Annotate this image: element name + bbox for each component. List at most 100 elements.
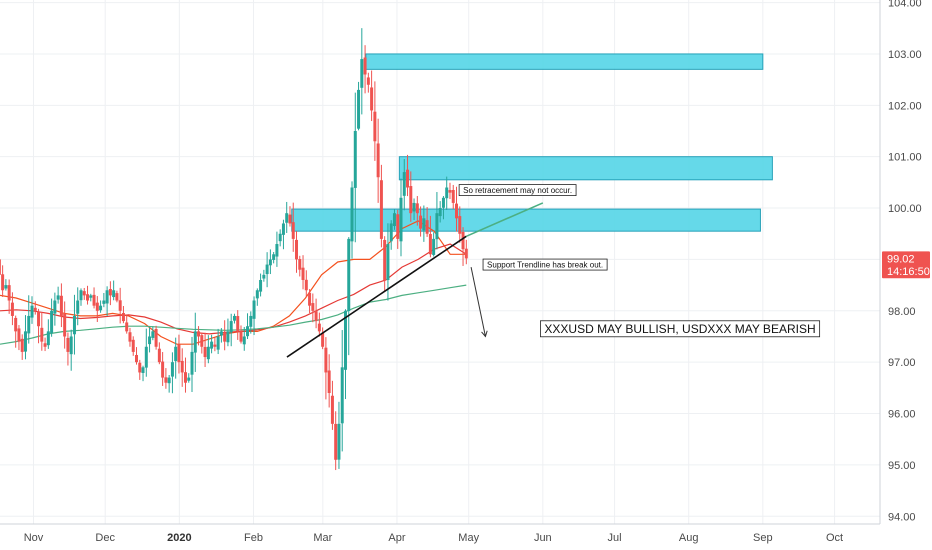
- arrow-head: [481, 330, 488, 338]
- resistance-zone[interactable]: [291, 208, 761, 232]
- candle-body: [373, 111, 377, 142]
- candle-body: [357, 89, 361, 129]
- candle-body: [92, 294, 96, 306]
- candle-body: [295, 239, 299, 260]
- candle-body: [154, 329, 158, 347]
- candle-body: [285, 213, 289, 223]
- candle-body: [399, 197, 403, 242]
- annotation-callout[interactable]: XXXUSD MAY BULLISH, USDXXX MAY BEARISH: [540, 320, 821, 338]
- candle-body: [334, 423, 338, 460]
- candle-body: [451, 189, 455, 203]
- candle-body: [435, 213, 439, 240]
- candle-body: [82, 291, 86, 296]
- candle-body: [396, 214, 400, 239]
- candles: [0, 28, 468, 471]
- resistance-zone[interactable]: [398, 156, 773, 181]
- candle-body: [95, 302, 99, 311]
- trendline[interactable]: [286, 235, 467, 358]
- candle-body: [167, 377, 171, 384]
- candle-body: [108, 289, 112, 296]
- candle-body: [43, 343, 47, 347]
- candle-body: [304, 279, 308, 291]
- candle-body: [340, 367, 344, 424]
- candle-body: [105, 290, 109, 304]
- y-tick-label: 100.00: [888, 203, 922, 215]
- candle-body: [72, 315, 76, 335]
- candle-body: [216, 336, 220, 350]
- y-tick-label: 98.00: [888, 306, 916, 318]
- candle-body: [246, 326, 250, 337]
- candle-body: [370, 87, 374, 111]
- moving-average-line: [0, 284, 467, 345]
- x-tick-label: Mar: [313, 532, 332, 544]
- candle-body: [383, 239, 387, 280]
- y-tick-label: 94.00: [888, 511, 916, 523]
- resistance-zone[interactable]: [365, 53, 764, 70]
- trendline[interactable]: [465, 202, 544, 238]
- candle-body: [412, 202, 416, 212]
- candle-body: [0, 259, 1, 275]
- candle-body: [121, 312, 125, 322]
- annotation-callout[interactable]: Support Trendline has break out.: [482, 258, 608, 271]
- candle-body: [422, 218, 426, 231]
- drawings[interactable]: [286, 202, 544, 358]
- candle-body: [66, 337, 70, 352]
- candle-body: [425, 220, 429, 234]
- candle-body: [255, 290, 259, 299]
- candle-body: [223, 332, 227, 342]
- candle-body: [441, 197, 445, 208]
- candle-body: [17, 328, 21, 342]
- candle-body: [4, 285, 8, 289]
- candle-body: [288, 214, 292, 224]
- candle-body: [76, 300, 80, 314]
- annotation-callout[interactable]: So retracement may not occur.: [458, 184, 577, 196]
- candle-body: [252, 300, 256, 319]
- candle-body: [23, 331, 27, 352]
- annotation-box: [482, 258, 608, 271]
- x-tick-label: Aug: [679, 532, 699, 544]
- candle-body: [63, 313, 67, 337]
- candle-body: [141, 367, 145, 373]
- candle-body: [379, 180, 383, 239]
- candle-body: [445, 187, 449, 199]
- candle-body: [193, 331, 197, 353]
- candle-body: [148, 336, 152, 345]
- annotation-text: So retracement may not occur.: [463, 186, 572, 195]
- candle-body: [213, 344, 217, 347]
- grid: [0, 0, 880, 524]
- annotation-text: XXXUSD MAY BULLISH, USDXXX MAY BEARISH: [544, 322, 815, 336]
- x-tick-label: 2020: [167, 532, 191, 544]
- arrow-line[interactable]: [470, 267, 486, 337]
- candle-body: [59, 295, 63, 316]
- annotation-box: [540, 320, 821, 338]
- candle-body: [232, 315, 236, 321]
- candle-body: [112, 290, 116, 298]
- annotations[interactable]: So retracement may not occur. Support Tre…: [458, 184, 821, 338]
- candle-body: [177, 344, 181, 363]
- candle-body: [27, 315, 31, 334]
- candle-body: [259, 279, 263, 292]
- y-tick-label: 97.00: [888, 357, 916, 369]
- candle-body: [317, 323, 321, 332]
- candle-body: [157, 348, 161, 363]
- candle-body: [301, 267, 305, 280]
- candle-body: [99, 305, 103, 311]
- candle-body: [432, 238, 436, 255]
- candle-body: [79, 290, 83, 301]
- candle-body: [69, 336, 73, 355]
- x-tick-label: Nov: [24, 532, 44, 544]
- candle-body: [197, 331, 201, 337]
- y-tick-label: 103.00: [888, 49, 922, 61]
- candle-body: [135, 354, 139, 363]
- candle-body: [53, 300, 57, 314]
- candle-body: [161, 361, 165, 378]
- price-tag-text: 14:16:50: [887, 266, 930, 278]
- x-tick-label: May: [458, 532, 479, 544]
- candle-body: [125, 322, 129, 332]
- candle-body: [151, 331, 155, 338]
- candle-body: [337, 423, 341, 460]
- candle-body: [40, 327, 44, 342]
